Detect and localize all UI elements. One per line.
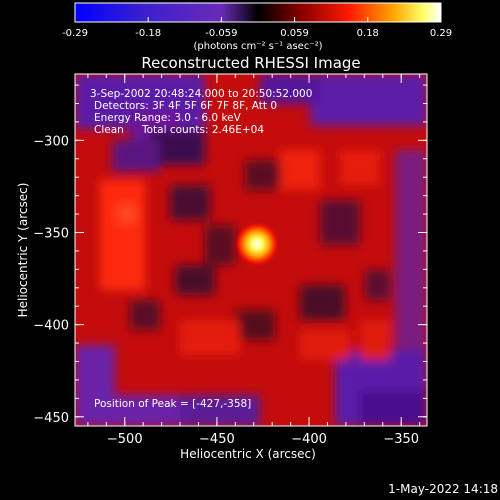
y-axis-label: Heliocentric Y (arcsec) bbox=[16, 183, 30, 318]
timestamp: 1-May-2022 14:18 bbox=[388, 482, 498, 496]
colorbar-ticks: -0.29 -0.18 -0.059 0.059 0.18 0.29 (photons cm… bbox=[62, 17, 452, 52]
flare-peak bbox=[235, 222, 279, 266]
y-tick-label: −350 bbox=[33, 226, 69, 241]
x-tick-label: −450 bbox=[199, 432, 235, 447]
y-tick-label: −400 bbox=[33, 319, 69, 334]
total-counts-label: Total counts: 2.46E+04 bbox=[141, 124, 264, 136]
colorbar-units: (photons cm⁻² s⁻¹ asec⁻²) bbox=[193, 41, 322, 52]
energy-range-label: Energy Range: 3.0 - 6.0 keV bbox=[94, 112, 242, 124]
axes: −500 −450 −400 −350 −300 −350 −400 −450 bbox=[33, 74, 427, 447]
colorbar-tick-label: -0.18 bbox=[135, 28, 161, 39]
method-label: Clean bbox=[94, 124, 124, 136]
colorbar-tick-label: 0.059 bbox=[280, 28, 309, 39]
colorbar-tick-label: -0.059 bbox=[205, 28, 237, 39]
plot-title: Reconstructed RHESSI Image bbox=[141, 54, 360, 72]
time-range-label: 3-Sep-2002 20:48:24.000 to 20:50:52.000 bbox=[90, 88, 312, 100]
peak-position-label: Position of Peak = [-427,-358] bbox=[94, 398, 251, 410]
x-tick-label: −350 bbox=[383, 432, 419, 447]
plot-frame bbox=[74, 73, 428, 427]
colorbar-tick-label: 0.18 bbox=[357, 28, 379, 39]
image-area bbox=[75, 74, 427, 426]
colorbar-tick-label: 0.29 bbox=[430, 28, 452, 39]
x-axis-label: Heliocentric X (arcsec) bbox=[180, 447, 316, 461]
detectors-label: Detectors: 3F 4F 5F 6F 7F 8F, Att 0 bbox=[94, 100, 277, 112]
colorbar bbox=[74, 2, 442, 23]
colorbar-tick-label: -0.29 bbox=[62, 28, 88, 39]
x-tick-label: −400 bbox=[291, 432, 327, 447]
y-tick-label: −450 bbox=[33, 411, 69, 426]
x-tick-label: −500 bbox=[107, 432, 143, 447]
y-tick-label: −300 bbox=[33, 134, 69, 149]
